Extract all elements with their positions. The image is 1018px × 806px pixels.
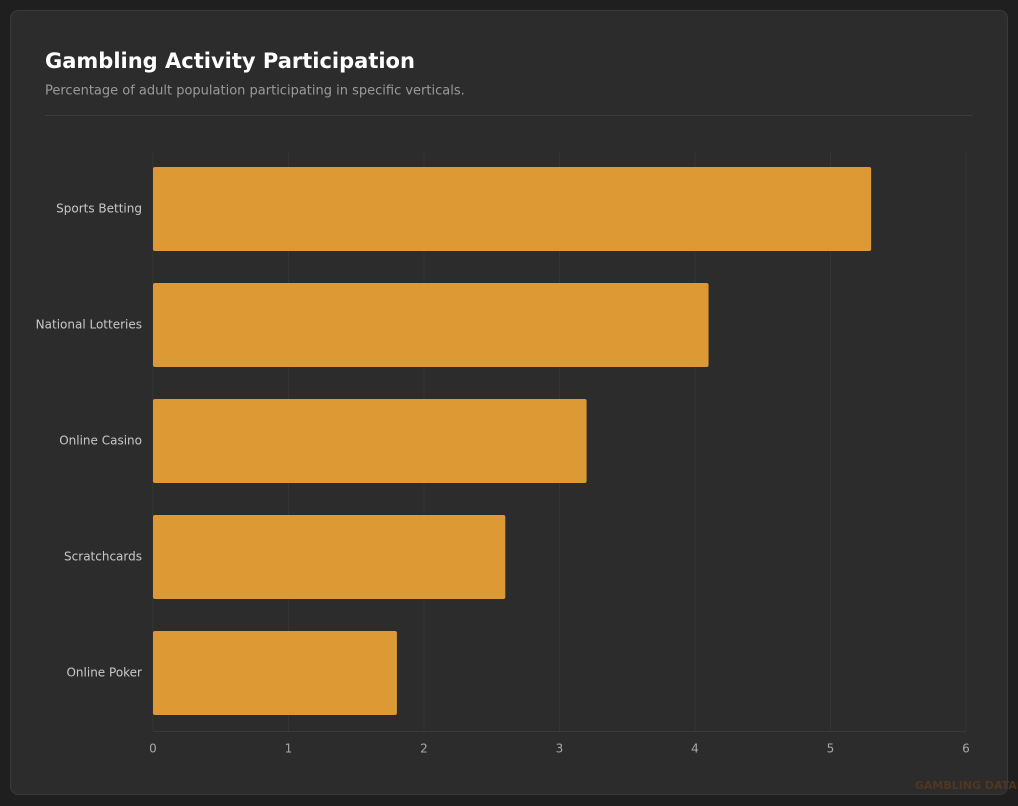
bar: [153, 399, 587, 483]
y-tick-label: Sports Betting: [56, 202, 142, 216]
y-tick-label: Scratchcards: [64, 550, 142, 564]
x-tick-label: 5: [827, 742, 835, 756]
x-tick-label: 0: [149, 742, 157, 756]
bar: [153, 631, 397, 715]
x-tick-label: 1: [285, 742, 293, 756]
bar: [153, 167, 872, 251]
watermark: GAMBLING DATABASE: [915, 779, 1018, 792]
x-tick-label: 6: [962, 742, 970, 756]
x-tick-label: 3: [556, 742, 564, 756]
y-tick-label: National Lotteries: [36, 318, 142, 332]
bar: [153, 283, 709, 367]
x-tick-label: 4: [691, 742, 699, 756]
x-tick-label: 2: [420, 742, 428, 756]
y-tick-label: Online Casino: [59, 434, 142, 448]
bar: [153, 515, 506, 599]
chart-subtitle: Percentage of adult population participa…: [45, 84, 465, 99]
chart-title: Gambling Activity Participation: [45, 49, 415, 73]
y-tick-label: Online Poker: [66, 666, 142, 680]
